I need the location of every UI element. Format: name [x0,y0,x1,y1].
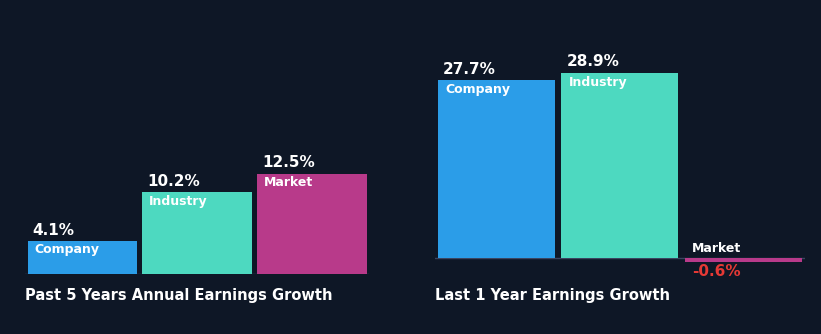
Text: Past 5 Years Annual Earnings Growth: Past 5 Years Annual Earnings Growth [25,288,333,303]
Bar [685,258,801,262]
Text: Industry: Industry [569,76,627,89]
Text: 12.5%: 12.5% [262,155,314,170]
Text: 27.7%: 27.7% [443,62,496,77]
Text: 28.9%: 28.9% [566,54,619,69]
Text: Last 1 Year Earnings Growth: Last 1 Year Earnings Growth [435,288,670,303]
Bar [562,72,678,258]
Text: 4.1%: 4.1% [32,223,74,238]
Bar [438,80,555,258]
Bar [257,174,366,274]
Text: Industry: Industry [149,194,208,207]
Bar [27,241,136,274]
Text: 10.2%: 10.2% [147,174,200,189]
Text: Company: Company [446,84,511,97]
Text: Company: Company [34,243,99,257]
Text: -0.6%: -0.6% [692,264,741,279]
Bar [143,192,251,274]
Text: Market: Market [692,241,741,255]
Text: Market: Market [264,176,314,189]
